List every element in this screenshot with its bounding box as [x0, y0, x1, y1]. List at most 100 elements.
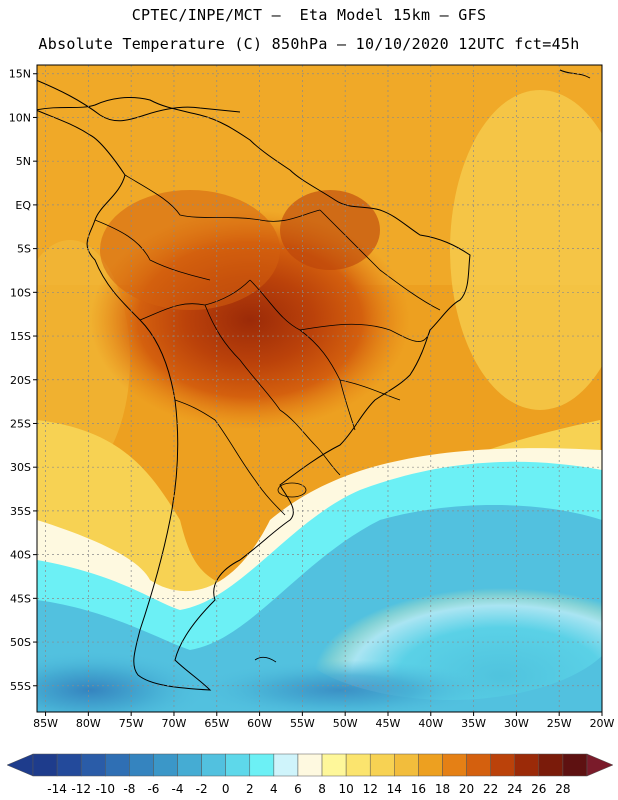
colorbar-swatch: [538, 753, 564, 777]
lat-tick-label: 55S: [10, 680, 31, 693]
lon-tick-label: 40W: [418, 717, 443, 730]
central-america-coast: [37, 79, 241, 122]
lat-tick-label: 20S: [10, 374, 31, 387]
colorbar-swatch: [249, 753, 275, 777]
colorbar-label: 28: [555, 782, 570, 796]
falkland-islands: [254, 656, 277, 663]
lon-tick-label: 25W: [547, 717, 572, 730]
colorbar-label: 24: [507, 782, 522, 796]
lat-tick-label: EQ: [15, 199, 31, 212]
para-warm-zone: [280, 190, 380, 270]
border-paraguay-argentina: [279, 409, 341, 476]
lon-tick-label: 45W: [376, 717, 401, 730]
rio-de-la-plata: [277, 482, 307, 498]
colorbar-min-arrow: [6, 753, 34, 777]
colorbar-label: -12: [71, 782, 91, 796]
colorbar-swatch: [321, 753, 347, 777]
colorbar-label: 18: [435, 782, 450, 796]
border-colombia-peru: [94, 219, 211, 281]
lat-tick-label: 15S: [10, 330, 31, 343]
colorbar-label: -10: [95, 782, 115, 796]
colorbar-swatch: [345, 753, 371, 777]
border-brazil-west: [249, 279, 356, 431]
colorbar-swatch: [394, 753, 419, 777]
map-subtitle: Absolute Temperature (C) 850hPa – 10/10/…: [38, 35, 580, 53]
colorbar-label: 20: [459, 782, 474, 796]
border-brazil-states-central: [299, 323, 431, 342]
latitude-axis: 15N 10N 5N EQ 5S 10S 15S 20S 25S 30S 35S 40S 45S 50S 5…: [9, 68, 37, 693]
lon-tick-label: 30W: [504, 717, 529, 730]
lat-tick-label: 40S: [10, 549, 31, 562]
lon-tick-label: 35W: [461, 717, 486, 730]
colorbar-label: 16: [411, 782, 426, 796]
colorbar-swatch: [418, 753, 443, 777]
border-bolivia-argentina: [204, 304, 281, 411]
lon-tick-label: 20W: [590, 717, 615, 730]
colorbar-swatch: [514, 753, 540, 777]
border-venezuela-brazil: [124, 174, 321, 222]
colorbar-swatch: [490, 753, 515, 777]
colorbar-label: 12: [363, 782, 378, 796]
colorbar-swatch: [562, 753, 588, 777]
temperature-colorbar: -14 -12 -10 -8 -6 -4 -2 0 2 4 6 8 10 12 14 16 18 20 22 24 26…: [6, 753, 614, 796]
colorbar-label: 0: [222, 782, 230, 796]
colorbar-label: -6: [147, 782, 159, 796]
lon-tick-label: 60W: [247, 717, 272, 730]
colorbar-swatch: [466, 753, 491, 777]
colorbar-label: -8: [123, 782, 135, 796]
lon-tick-label: 65W: [204, 717, 229, 730]
colorbar-label: 22: [483, 782, 498, 796]
lat-tick-label: 15N: [9, 68, 31, 81]
temperature-field: [37, 65, 602, 712]
lat-tick-label: 5S: [17, 243, 31, 256]
drake-cold-core: [190, 660, 490, 712]
colorbar-label: 14: [387, 782, 402, 796]
temperature-map: 15N 10N 5N EQ 5S 10S 15S 20S 25S 30S 35S 40S 45S 50S 5…: [9, 64, 615, 730]
lat-lon-grid: [37, 65, 603, 712]
map-title: CPTEC/INPE/MCT – Eta Model 15km – GFS: [131, 6, 487, 24]
colorbar-swatch: [273, 753, 299, 777]
lon-tick-label: 55W: [290, 717, 315, 730]
colorbar-swatch: [201, 753, 226, 777]
colorbar-swatch: [442, 753, 467, 777]
lat-tick-label: 35S: [10, 505, 31, 518]
lat-tick-label: 10S: [10, 286, 31, 299]
coastline: [37, 69, 591, 691]
colorbar-label: -14: [47, 782, 67, 796]
colorbar-swatch: [153, 753, 178, 777]
colorbar-swatch: [105, 753, 130, 777]
south-atlantic-cold-core: [280, 540, 602, 700]
colorbar-swatch: [56, 753, 82, 777]
south-pacific-cold-core: [37, 650, 210, 712]
colorbar-label: -2: [196, 782, 208, 796]
colorbar-swatch: [177, 753, 202, 777]
atlantic-mild-zone: [450, 90, 602, 410]
colorbar-label: 2: [246, 782, 254, 796]
colorbar-label: 8: [318, 782, 326, 796]
map-frame: [36, 64, 603, 713]
colorbar-swatches: [6, 753, 614, 777]
colorbar-label: 10: [338, 782, 353, 796]
amazon-warm-zone: [100, 190, 280, 310]
lat-tick-label: 45S: [10, 592, 31, 605]
lon-tick-label: 85W: [33, 717, 58, 730]
country-borders: [94, 174, 441, 663]
lat-tick-label: 5N: [16, 155, 31, 168]
lat-tick-label: 25S: [10, 417, 31, 430]
colorbar-label: -4: [172, 782, 184, 796]
lon-tick-label: 50W: [333, 717, 358, 730]
colorbar-labels: -14 -12 -10 -8 -6 -4 -2 0 2 4 6 8 10 12 14 16 18 20 22 24 26…: [47, 782, 570, 796]
border-peru-bolivia: [139, 279, 251, 321]
border-brazil-states-north: [319, 209, 441, 311]
colorbar-label: 26: [531, 782, 546, 796]
lon-tick-label: 70W: [162, 717, 187, 730]
colorbar-swatch: [297, 753, 323, 777]
south-america-outline: [37, 97, 471, 691]
lat-tick-label: 10N: [9, 111, 31, 124]
border-chile-argentina: [174, 399, 286, 516]
colorbar-max-arrow: [586, 753, 614, 777]
lon-tick-label: 80W: [76, 717, 101, 730]
colorbar-swatch: [80, 753, 106, 777]
colorbar-swatch: [129, 753, 154, 777]
border-brazil-states-south: [339, 379, 401, 401]
